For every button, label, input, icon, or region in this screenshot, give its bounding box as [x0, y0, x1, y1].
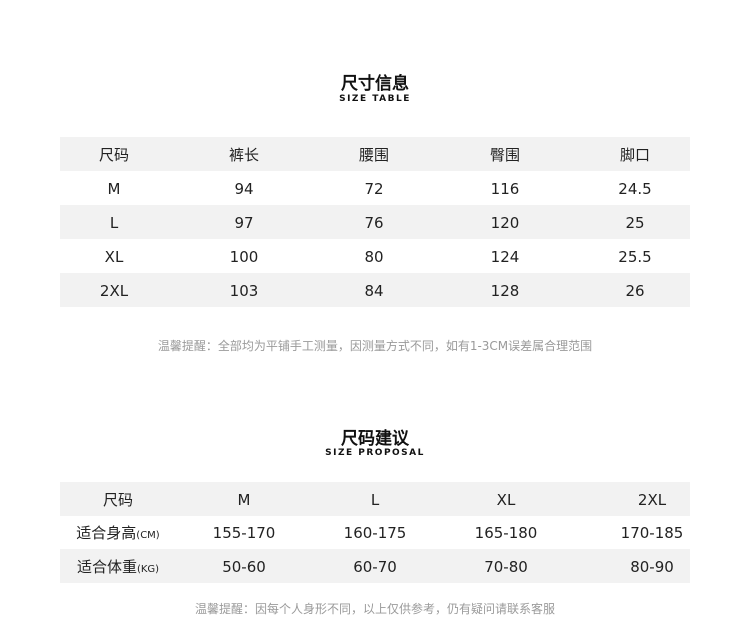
table-header-row: 尺码 裤长 腰围 臀围 脚口 — [60, 137, 690, 171]
header-cell: 臀围 — [489, 146, 520, 164]
table-cell: 160-175 — [343, 524, 407, 542]
table-cell: 116 — [490, 180, 520, 198]
size-proposal-subtitle: SIZE PROPOSAL — [325, 448, 425, 458]
header-cell: 裤长 — [228, 146, 259, 164]
header-cell: M — [237, 491, 251, 509]
table-cell: 124 — [490, 248, 520, 266]
table-cell: 76 — [364, 214, 384, 232]
size-table-subtitle: SIZE TABLE — [339, 94, 411, 104]
table-row: XL 100 80 124 25.5 — [60, 239, 690, 273]
table-cell: 80-90 — [630, 558, 674, 576]
row-label-text: 适合身高 — [76, 524, 137, 542]
header-cell: 尺码 — [98, 146, 129, 164]
table-cell: 2XL — [99, 282, 129, 300]
table-cell: 25.5 — [618, 248, 652, 266]
table-row: 2XL 103 84 128 26 — [60, 273, 690, 307]
table-cell: M — [107, 180, 121, 198]
table-cell: 84 — [364, 282, 384, 300]
table-cell: 165-180 — [474, 524, 538, 542]
header-cell: L — [370, 491, 380, 509]
table-row: 适合身高(CM) 155-170 160-175 165-180 170-185 — [60, 515, 690, 549]
table-cell: 72 — [364, 180, 384, 198]
table-cell: 25 — [625, 214, 645, 232]
table-row: M 94 72 116 24.5 — [60, 171, 690, 205]
table-cell: 97 — [234, 214, 254, 232]
row-label-text: 适合体重 — [76, 558, 137, 576]
header-cell: 2XL — [637, 491, 667, 509]
table-cell: L — [109, 214, 119, 232]
row-label: 适合体重(KG) — [53, 549, 183, 583]
header-cell: XL — [496, 491, 516, 509]
table-row: L 97 76 120 25 — [60, 205, 690, 239]
row-label: 适合身高(CM) — [53, 515, 183, 549]
row-label-unit: (CM) — [136, 530, 160, 541]
size-proposal-title: 尺码建议 — [341, 429, 409, 449]
table-cell: 128 — [490, 282, 520, 300]
header-cell: 脚口 — [619, 146, 650, 164]
table-cell: 26 — [625, 282, 645, 300]
table-cell: 170-185 — [620, 524, 684, 542]
table-cell: 100 — [229, 248, 259, 266]
row-label-unit: (KG) — [136, 564, 160, 575]
table-cell: 80 — [364, 248, 384, 266]
size-table-title: 尺寸信息 — [341, 74, 409, 94]
table-cell: 50-60 — [222, 558, 266, 576]
table-cell: XL — [104, 248, 124, 266]
table-cell: 155-170 — [212, 524, 276, 542]
reference-note: 温馨提醒：因每个人身形不同，以上仅供参考，仍有疑问请联系客服 — [194, 602, 555, 616]
table-cell: 70-80 — [484, 558, 528, 576]
table-cell: 103 — [229, 282, 259, 300]
header-cell: 尺码 — [102, 491, 133, 509]
table-cell: 24.5 — [618, 180, 652, 198]
table-cell: 120 — [490, 214, 520, 232]
header-cell: 腰围 — [358, 146, 389, 164]
table-header-row: 尺码 M L XL 2XL — [60, 482, 690, 516]
table-cell: 94 — [234, 180, 254, 198]
table-row: 适合体重(KG) 50-60 60-70 70-80 80-90 — [60, 549, 690, 583]
table-cell: 60-70 — [353, 558, 397, 576]
measurement-note: 温馨提醒：全部均为平铺手工测量，因测量方式不同，如有1-3CM误差属合理范围 — [157, 339, 593, 353]
